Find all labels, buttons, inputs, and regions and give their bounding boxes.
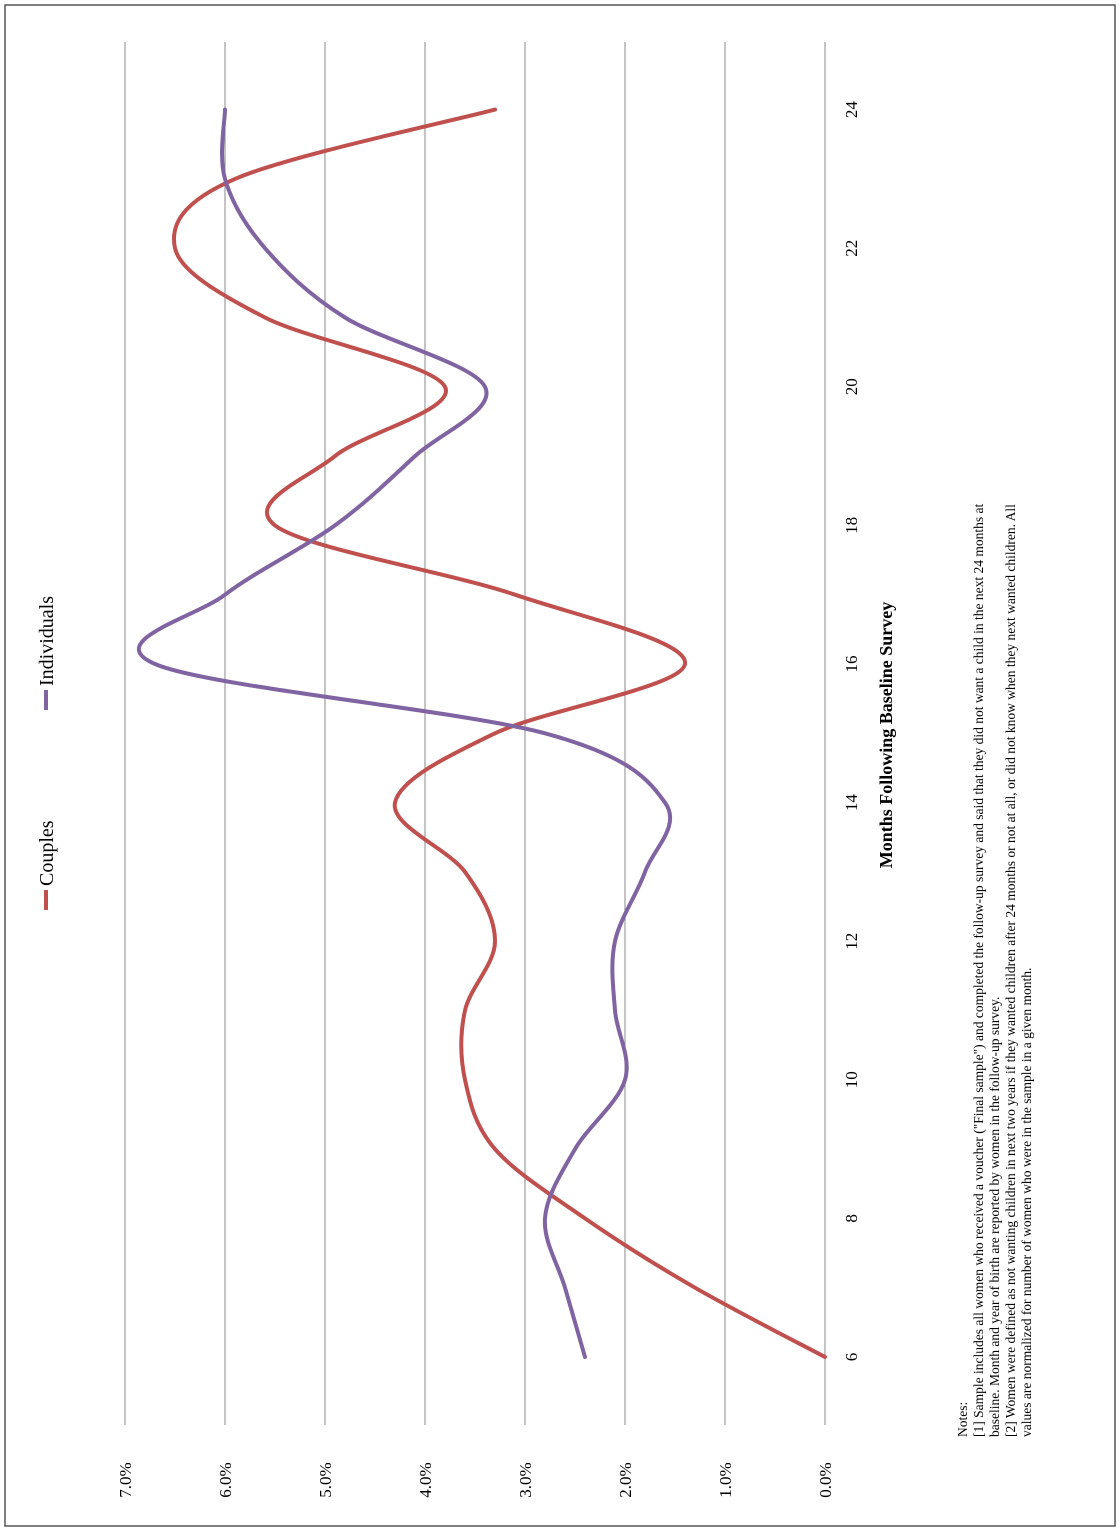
chart-border [4,4,1116,1527]
x-tick-label: 6 [842,1353,861,1362]
x-tick-label: 16 [842,656,861,673]
legend-label: Couples [36,820,58,886]
y-tick-label: 3.0% [516,1462,535,1497]
grid-lines [124,42,826,1425]
series-line-couples [172,107,827,1359]
x-tick-label: 20 [842,378,861,395]
y-tick-label: 0.0% [816,1462,835,1497]
y-tick-label: 1.0% [716,1462,735,1497]
x-tick-label: 24 [842,101,861,119]
y-tick-label: 7.0% [116,1462,135,1497]
x-tick-label: 22 [842,240,861,257]
series-line-individuals [136,107,673,1359]
x-tick-label: 14 [842,794,861,812]
notes-line-4: values are normalized for number of wome… [1019,968,1034,1437]
y-tick-label: 5.0% [316,1462,335,1497]
x-tick-label: 10 [842,1071,861,1088]
x-tick-labels: 6 8 10 12 14 16 18 20 22 24 [842,101,861,1362]
notes-line-1: [1] Sample includes all women who receiv… [971,503,986,1437]
notes-line-2: baseline. Month and year of birth are re… [987,997,1002,1437]
x-tick-label: 8 [842,1214,861,1223]
y-tick-labels: 0.0% 1.0% 2.0% 3.0% 4.0% 5.0% 6.0% 7.0% [116,1462,835,1497]
x-tick-label: 12 [842,933,861,950]
legend: Couples Individuals [36,596,58,910]
x-axis-title: Months Following Baseline Survey [876,602,896,869]
legend-label: Individuals [36,596,58,686]
notes-line-3: [2] Women were defined as not wanting ch… [1003,504,1018,1437]
y-tick-label: 2.0% [616,1462,635,1497]
series-lines [136,107,827,1359]
chart-notes: Notes: [1] Sample includes all women who… [955,503,1034,1437]
notes-heading: Notes: [955,1402,970,1437]
y-tick-label: 6.0% [216,1462,235,1497]
x-tick-label: 18 [842,517,861,534]
y-tick-label: 4.0% [416,1462,435,1497]
